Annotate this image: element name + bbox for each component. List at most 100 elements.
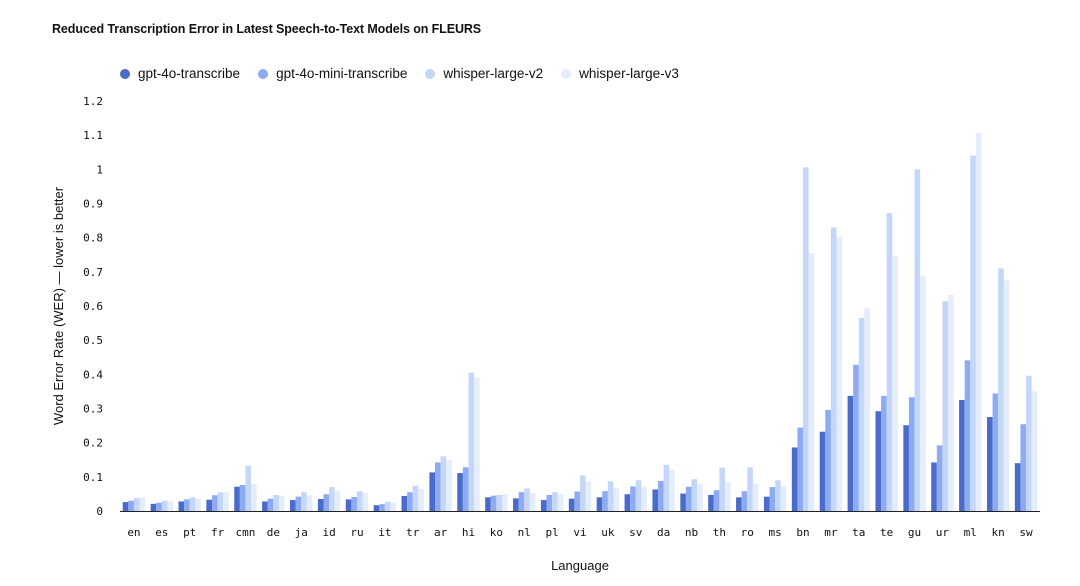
bar-ko-gpt-4o-transcribe [485, 497, 491, 511]
x-tick-label-de: de [267, 526, 280, 539]
bar-pt-gpt-4o-mini-transcribe [184, 499, 190, 511]
bar-ko-whisper-large-v3 [501, 494, 508, 511]
bar-ro-whisper-large-v2 [747, 467, 753, 511]
bar-nb-whisper-large-v2 [691, 479, 698, 511]
bar-de-whisper-large-v2 [273, 494, 279, 511]
bar-tr-whisper-large-v2 [412, 485, 419, 511]
x-tick-label-ta: ta [852, 526, 865, 539]
bar-es-gpt-4o-transcribe [150, 503, 157, 511]
bar-tr-whisper-large-v3 [418, 488, 424, 511]
bar-ta-gpt-4o-transcribe [847, 395, 854, 511]
bar-ur-whisper-large-v3 [948, 295, 954, 511]
bar-da-gpt-4o-transcribe [652, 489, 659, 511]
bar-hi-whisper-large-v2 [468, 372, 475, 512]
bar-ru-gpt-4o-mini-transcribe [351, 496, 357, 511]
bar-ja-whisper-large-v3 [306, 495, 313, 511]
x-tick-label-en: en [127, 526, 140, 539]
bar-es-whisper-large-v2 [161, 500, 168, 511]
bar-te-whisper-large-v3 [892, 256, 898, 511]
x-tick-label-it: it [378, 526, 391, 539]
x-tick-label-ar: ar [434, 526, 448, 539]
bar-ru-whisper-large-v3 [362, 493, 369, 511]
bar-ja-whisper-large-v2 [301, 492, 307, 511]
bar-sv-gpt-4o-mini-transcribe [630, 486, 636, 511]
bar-th-whisper-large-v2 [719, 467, 725, 511]
bar-ms-gpt-4o-transcribe [763, 496, 770, 511]
bar-cmn-gpt-4o-mini-transcribe [239, 485, 246, 511]
bar-nl-whisper-large-v3 [529, 493, 536, 511]
y-axis-ticks: 0 0.1 0.2 0.3 0.4 0.5 0.6 0.7 0.8 0.9 1 1.1 1.2 [83, 95, 103, 518]
bar-tr-gpt-4o-mini-transcribe [407, 492, 413, 511]
bar-it-gpt-4o-transcribe [373, 505, 380, 511]
bar-kn-whisper-large-v3 [1003, 280, 1010, 511]
x-tick-label-mr: mr [824, 526, 838, 539]
x-tick-label-sw: sw [1019, 526, 1033, 539]
bar-ko-whisper-large-v2 [496, 494, 502, 511]
legend-item-whisper-large-v2: whisper-large-v2 [425, 66, 543, 81]
y-tick-label: 0.3 [83, 403, 103, 416]
bar-es-whisper-large-v3 [167, 501, 174, 511]
x-tick-label-pt: pt [183, 526, 196, 539]
x-tick-label-tr: tr [406, 526, 420, 539]
bar-de-gpt-4o-mini-transcribe [267, 498, 274, 511]
bar-pt-whisper-large-v3 [195, 498, 201, 511]
x-tick-label-ja: ja [295, 526, 308, 539]
x-tick-label-nb: nb [685, 526, 698, 539]
legend-label-gpt-4o-mini-transcribe: gpt-4o-mini-transcribe [276, 66, 408, 81]
bar-ja-gpt-4o-transcribe [290, 500, 296, 511]
bar-ta-whisper-large-v3 [864, 307, 870, 511]
bar-de-whisper-large-v3 [278, 495, 285, 511]
bar-da-whisper-large-v3 [669, 470, 675, 511]
bar-kn-gpt-4o-mini-transcribe [992, 393, 999, 511]
bar-nb-gpt-4o-transcribe [680, 493, 686, 511]
x-tick-label-ro: ro [741, 526, 754, 539]
y-tick-label: 0.9 [83, 198, 103, 211]
bar-uk-whisper-large-v2 [607, 481, 614, 511]
x-tick-label-hi: hi [462, 526, 475, 539]
x-tick-label-ms: ms [769, 526, 782, 539]
bar-th-whisper-large-v3 [724, 481, 731, 511]
bar-hi-whisper-large-v3 [474, 377, 480, 511]
bar-en-gpt-4o-mini-transcribe [128, 500, 134, 511]
y-tick-label: 1.1 [83, 129, 103, 142]
x-tick-label-es: es [155, 526, 168, 539]
bar-gu-gpt-4o-transcribe [903, 425, 909, 511]
x-tick-label-nl: nl [518, 526, 531, 539]
bar-vi-whisper-large-v2 [580, 475, 586, 511]
bar-ro-gpt-4o-transcribe [736, 497, 742, 511]
bar-ml-whisper-large-v3 [975, 133, 982, 511]
bar-it-gpt-4o-mini-transcribe [379, 504, 385, 511]
bars-group [122, 133, 1038, 512]
bar-mr-whisper-large-v2 [830, 227, 837, 512]
bar-it-whisper-large-v2 [384, 501, 391, 511]
x-tick-label-da: da [657, 526, 670, 539]
bar-ar-gpt-4o-transcribe [429, 472, 436, 511]
x-tick-label-id: id [322, 526, 335, 539]
bar-ja-gpt-4o-mini-transcribe [295, 496, 302, 511]
x-tick-label-fr: fr [211, 526, 225, 539]
bar-fr-gpt-4o-mini-transcribe [211, 495, 218, 511]
bar-tr-gpt-4o-transcribe [401, 495, 408, 511]
bar-ms-gpt-4o-mini-transcribe [769, 487, 776, 511]
bar-ur-gpt-4o-transcribe [931, 462, 937, 511]
bar-th-gpt-4o-mini-transcribe [713, 490, 720, 511]
y-tick-label: 1.2 [83, 95, 103, 108]
bar-ur-whisper-large-v2 [942, 301, 949, 511]
bar-ms-whisper-large-v3 [780, 486, 787, 511]
bar-ro-gpt-4o-mini-transcribe [741, 491, 748, 511]
bar-hi-gpt-4o-transcribe [457, 473, 463, 511]
bar-ml-gpt-4o-mini-transcribe [964, 360, 971, 511]
bar-bn-gpt-4o-mini-transcribe [797, 427, 804, 511]
x-tick-label-uk: uk [601, 526, 615, 539]
bar-th-gpt-4o-transcribe [708, 494, 714, 511]
bar-hi-gpt-4o-mini-transcribe [462, 467, 469, 511]
bar-kn-whisper-large-v2 [998, 268, 1004, 511]
bar-te-gpt-4o-transcribe [875, 411, 882, 511]
bar-pl-whisper-large-v2 [552, 492, 558, 511]
bar-sv-whisper-large-v2 [635, 480, 642, 511]
y-axis-label: Word Error Rate (WER) — lower is better [51, 186, 66, 425]
legend-swatch-whisper-large-v3 [561, 68, 572, 79]
bar-cmn-whisper-large-v3 [251, 484, 257, 511]
x-tick-label-sv: sv [629, 526, 643, 539]
